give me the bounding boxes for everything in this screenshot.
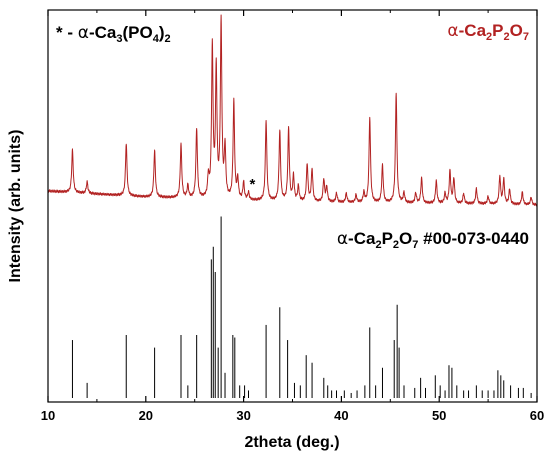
exp-label-o: O bbox=[510, 21, 523, 40]
ref-label-p: P bbox=[382, 229, 393, 248]
star-note-star: * bbox=[56, 23, 63, 42]
y-axis-label: Intensity (arb. units) bbox=[7, 130, 24, 283]
star-note-ca: -Ca bbox=[89, 23, 117, 42]
x-tick-label: 20 bbox=[139, 408, 153, 423]
exp-label-p: P bbox=[492, 21, 503, 40]
ref-label-o-sub: 7 bbox=[412, 239, 418, 251]
experimental-series-line bbox=[47, 14, 538, 207]
star-note-po: (PO bbox=[122, 23, 152, 42]
ref-label-p-sub: 2 bbox=[393, 239, 399, 251]
star-note-ca-sub: 3 bbox=[116, 33, 122, 45]
star-note-dash: - bbox=[63, 23, 78, 42]
exp-label-ca-sub: 2 bbox=[486, 31, 492, 43]
ref-label-ca: -Ca bbox=[348, 229, 376, 248]
x-axis-label: 2theta (deg.) bbox=[244, 434, 339, 451]
star-note-annotation: * - α-Ca3(PO4)2 bbox=[56, 23, 171, 45]
star-note-po-sub: 4 bbox=[153, 33, 160, 45]
x-tick-label: 30 bbox=[236, 408, 250, 423]
exp-label-ca: -Ca bbox=[459, 21, 487, 40]
x-tick-label: 40 bbox=[334, 408, 348, 423]
star-note-close-sub: 2 bbox=[165, 33, 171, 45]
ref-label-o: O bbox=[399, 229, 412, 248]
experimental-series-label: α-Ca2P2O7 bbox=[447, 21, 529, 43]
x-tick-label: 60 bbox=[530, 408, 544, 423]
ref-label-ca-sub: 2 bbox=[375, 239, 381, 251]
exp-label-alpha: α bbox=[447, 21, 458, 41]
ref-label-pdf: #00-073-0440 bbox=[418, 229, 529, 248]
ref-label-alpha: α bbox=[337, 229, 348, 249]
x-tick-label: 50 bbox=[432, 408, 446, 423]
reference-series-label: α-Ca2P2O7 #00-073-0440 bbox=[337, 229, 529, 251]
x-axis-ticks: 10 20 30 40 50 60 bbox=[41, 10, 544, 423]
star-note-close: ) bbox=[159, 23, 165, 42]
x-tick-label: 10 bbox=[41, 408, 55, 423]
series-layer bbox=[47, 14, 538, 398]
impurity-marker: * bbox=[249, 176, 255, 193]
exp-label-p-sub: 2 bbox=[504, 31, 510, 43]
exp-label-o-sub: 7 bbox=[523, 31, 529, 43]
star-note-alpha: α bbox=[78, 23, 89, 43]
plot-frame bbox=[47, 9, 538, 403]
